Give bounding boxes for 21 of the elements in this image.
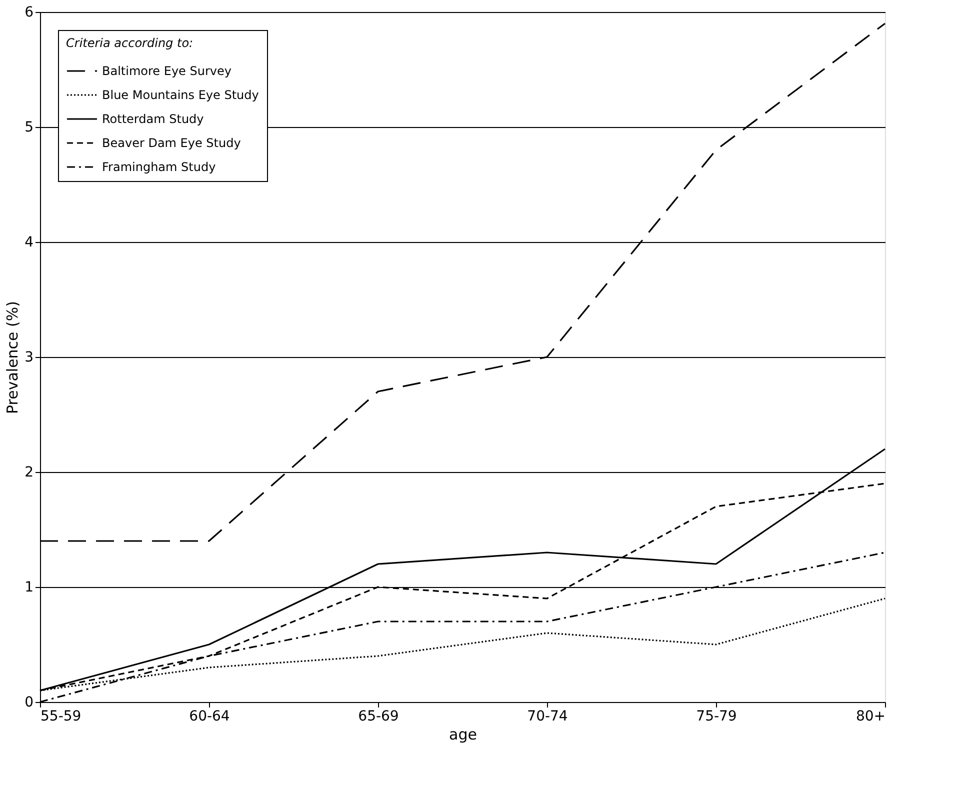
legend-label: Beaver Dam Eye Study: [102, 136, 241, 150]
y-tick-label: 5: [24, 120, 34, 136]
legend-label: Blue Mountains Eye Study: [102, 88, 259, 102]
y-tick-label: 3: [24, 350, 34, 366]
x-axis-title: age: [449, 726, 477, 744]
legend-label: Rotterdam Study: [102, 112, 204, 126]
y-tick-label: 0: [24, 694, 34, 710]
x-tick-label: 70-74: [527, 708, 568, 724]
x-tick-label: 80+: [856, 708, 886, 724]
x-tick-label: 75-79: [696, 708, 737, 724]
legend-label: Framingham Study: [102, 160, 216, 174]
legend-label: Baltimore Eye Survey: [102, 64, 232, 78]
y-axis-title: Prevalence (%): [4, 300, 22, 414]
x-tick-label: 65-69: [358, 708, 399, 724]
y-tick-label: 6: [24, 4, 34, 20]
y-tick-label: 1: [24, 580, 34, 596]
legend-title: Criteria according to:: [66, 36, 194, 50]
x-tick-label: 60-64: [189, 708, 230, 724]
y-tick-label: 2: [24, 464, 34, 480]
y-tick-label: 4: [24, 234, 34, 250]
x-tick-label: 55-59: [40, 708, 82, 724]
